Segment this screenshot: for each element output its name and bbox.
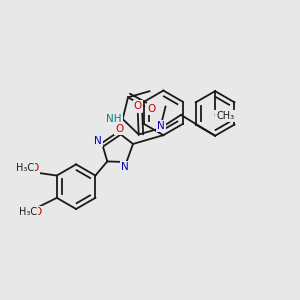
- Text: O: O: [213, 111, 221, 121]
- Text: N: N: [157, 121, 165, 131]
- Text: O: O: [30, 163, 39, 173]
- Text: N: N: [94, 136, 102, 146]
- Text: O: O: [33, 207, 42, 217]
- Text: H₃C: H₃C: [16, 163, 34, 173]
- Text: O: O: [115, 124, 123, 134]
- Text: O: O: [134, 101, 142, 111]
- Text: N: N: [121, 162, 129, 172]
- Text: NH: NH: [106, 114, 122, 124]
- Text: O: O: [148, 104, 156, 114]
- Text: CH₃: CH₃: [217, 111, 235, 121]
- Text: H₃C: H₃C: [19, 207, 37, 217]
